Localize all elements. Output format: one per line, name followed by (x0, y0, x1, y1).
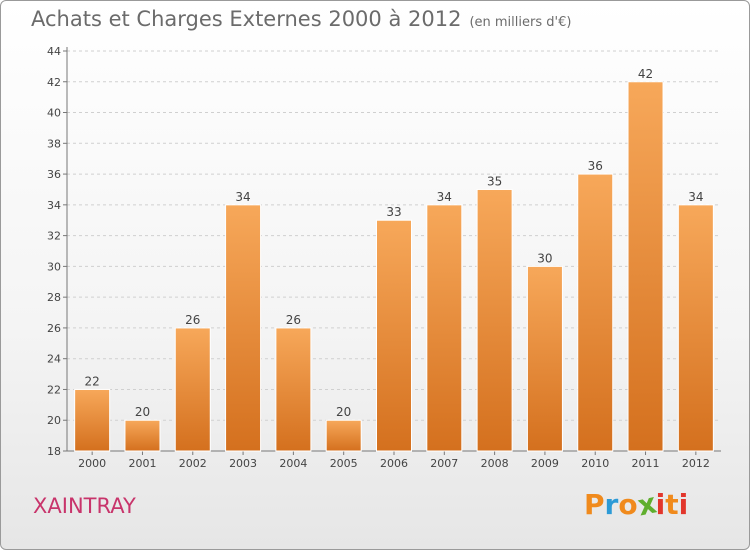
data-label-2010: 36 (588, 159, 603, 173)
x-tick-label: 2012 (682, 457, 710, 470)
logo-letter: o (618, 488, 638, 521)
y-tick-label: 30 (47, 260, 61, 273)
y-tick-label: 40 (47, 107, 61, 120)
logo-letter: P (584, 488, 605, 521)
proxiti-logo: Proxiti (584, 486, 689, 522)
y-tick-label: 26 (47, 322, 61, 335)
x-tick-label: 2007 (430, 457, 458, 470)
city-name: XAINTRAY (33, 494, 136, 518)
bar-2003 (225, 204, 262, 452)
data-label-2007: 34 (437, 190, 452, 204)
data-label-2009: 30 (537, 251, 552, 265)
chart-title: Achats et Charges Externes 2000 à 2012 (e… (31, 7, 571, 31)
data-label-2002: 26 (185, 313, 200, 327)
data-label-2011: 42 (638, 67, 653, 81)
title-text: Achats et Charges Externes 2000 à 2012 (31, 7, 462, 31)
data-label-2004: 26 (286, 313, 301, 327)
y-tick-label: 22 (47, 383, 61, 396)
data-label-2012: 34 (688, 190, 703, 204)
data-label-2008: 35 (487, 174, 502, 188)
x-tick-label: 2003 (229, 457, 257, 470)
x-tick-label: 2009 (531, 457, 559, 470)
logo-letter: i (678, 488, 689, 521)
axes: 18 20 22 24 26 28 30 32 34 36 38 40 42 44 2000 2001 2002… (47, 45, 721, 470)
x-tick-label: 2005 (330, 457, 358, 470)
bar-2000 (74, 388, 111, 452)
bar-2002 (174, 327, 211, 452)
bar-2006 (376, 219, 412, 452)
y-tick-label: 20 (47, 414, 61, 427)
x-tick-label: 2004 (279, 457, 307, 470)
logo-letter: t (665, 488, 679, 521)
unit-label: (en milliers d'€) (469, 15, 572, 30)
logo-letter: i (655, 488, 666, 521)
x-tick-label: 2010 (581, 457, 609, 470)
y-tick-label: 36 (47, 168, 61, 181)
y-tick-label: 34 (47, 199, 61, 212)
y-tick-label: 44 (47, 45, 61, 58)
x-tick-label: 2001 (128, 457, 156, 470)
x-tick-label: 2006 (380, 457, 408, 470)
logo-letter: r (604, 488, 619, 521)
data-label-2001: 20 (135, 405, 150, 419)
bars (74, 81, 714, 452)
y-tick-label: 32 (47, 230, 61, 243)
x-tick-label: 2002 (179, 457, 207, 470)
bar-2004 (275, 327, 312, 452)
y-tick-label: 42 (47, 76, 61, 89)
y-tick-label: 38 (47, 137, 61, 150)
y-tick-label: 24 (47, 353, 61, 366)
bar-2001 (124, 419, 161, 452)
data-label-2005: 20 (336, 405, 351, 419)
x-tick-label: 2000 (78, 457, 106, 470)
bar-2008 (476, 188, 513, 452)
x-tick-label: 2008 (481, 457, 509, 470)
bar-2010 (577, 173, 614, 452)
y-tick-label: 18 (47, 445, 61, 458)
bar-2007 (426, 204, 463, 452)
bar-2011 (627, 81, 664, 452)
x-tick-label: 2011 (632, 457, 660, 470)
bar-2005 (325, 419, 362, 452)
y-tick-label: 28 (47, 291, 61, 304)
data-labels: 22 20 26 34 26 20 33 34 35 30 36 42 34 (85, 67, 704, 419)
bar-2012 (677, 204, 714, 452)
data-label-2006: 33 (386, 205, 401, 219)
bar-2009 (526, 265, 563, 452)
data-label-2003: 34 (235, 190, 250, 204)
data-label-2000: 22 (85, 374, 100, 388)
bar-chart: 18 20 22 24 26 28 30 32 34 36 38 40 42 44 2000 2001 2002… (47, 45, 721, 470)
